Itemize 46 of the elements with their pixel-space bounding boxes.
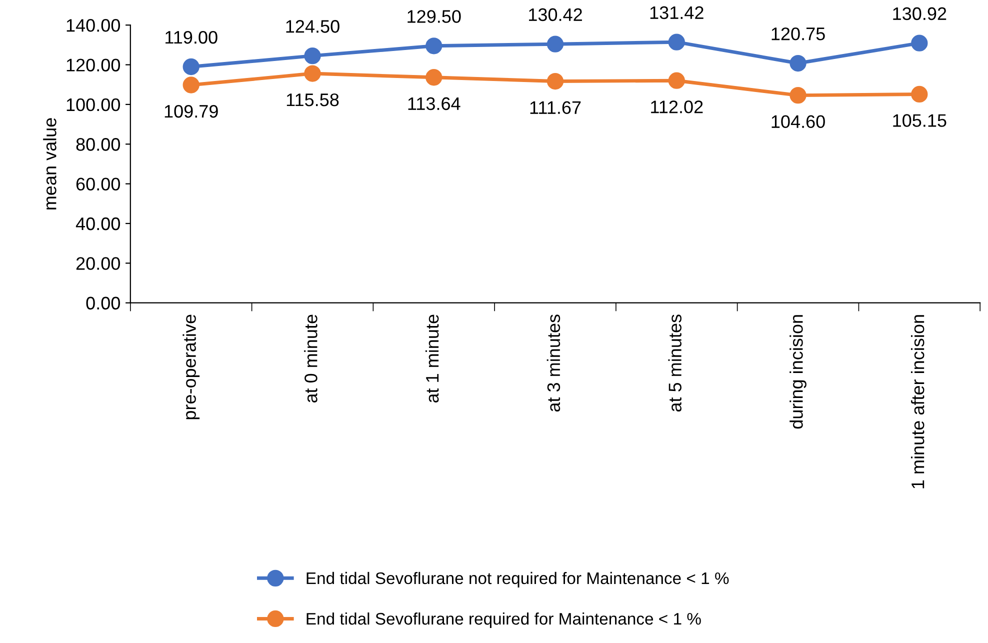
x-tick-label: at 5 minutes [668, 314, 682, 412]
data-label: 124.50 [286, 20, 340, 33]
x-tick-label: pre-operative [182, 314, 200, 420]
data-label: 112.02 [651, 100, 703, 114]
y-tick-label: 100.00 [66, 98, 120, 112]
y-tick-label: 140.00 [66, 19, 120, 32]
y-tick-label: 20.00 [76, 257, 120, 270]
x-tick-label: 1 minute after incision [910, 315, 924, 488]
point [790, 54, 806, 72]
y-tick-label: 40.00 [76, 217, 120, 230]
data-label: 111.67 [530, 101, 581, 114]
point [304, 65, 321, 82]
point [911, 86, 928, 103]
y-axis-title: mean value [43, 118, 56, 210]
legend-label: End tidal Sevoflurane required for Maintenance < 1 % [306, 612, 701, 628]
point [790, 86, 806, 104]
point [668, 34, 685, 50]
data-label: 113.64 [408, 97, 460, 110]
x-tick-label: at 3 minutes [546, 314, 560, 412]
data-label: 130.92 [893, 7, 946, 20]
data-label: 115.58 [286, 93, 339, 106]
data-label: 120.75 [772, 27, 825, 40]
data-label: 119.00 [166, 30, 218, 44]
point [182, 58, 200, 76]
x-tick-label: at 0 minute [304, 314, 318, 403]
point [426, 38, 442, 54]
data-label: 109.79 [164, 104, 218, 118]
legend-label: End tidal Sevoflurane not required for Maintenance < 1 % [306, 572, 729, 588]
point [546, 72, 564, 90]
data-label: 131.42 [650, 6, 704, 20]
y-tick-label: 80.00 [76, 138, 120, 151]
data-label: 130.42 [529, 8, 582, 22]
point [426, 69, 442, 86]
y-tick-label: 0.00 [86, 296, 120, 310]
point [911, 34, 928, 52]
x-tick-label: at 1 minute [425, 314, 439, 403]
data-label: 104.60 [772, 115, 825, 128]
point [668, 72, 685, 89]
data-label: 105.15 [893, 114, 946, 127]
point [182, 76, 200, 94]
data-label: 129.50 [408, 10, 461, 23]
y-tick-label: 120.00 [66, 58, 120, 72]
point [546, 36, 564, 52]
y-tick-label: 60.00 [76, 178, 120, 191]
point [304, 47, 321, 64]
x-tick-label: during incision [790, 315, 806, 429]
